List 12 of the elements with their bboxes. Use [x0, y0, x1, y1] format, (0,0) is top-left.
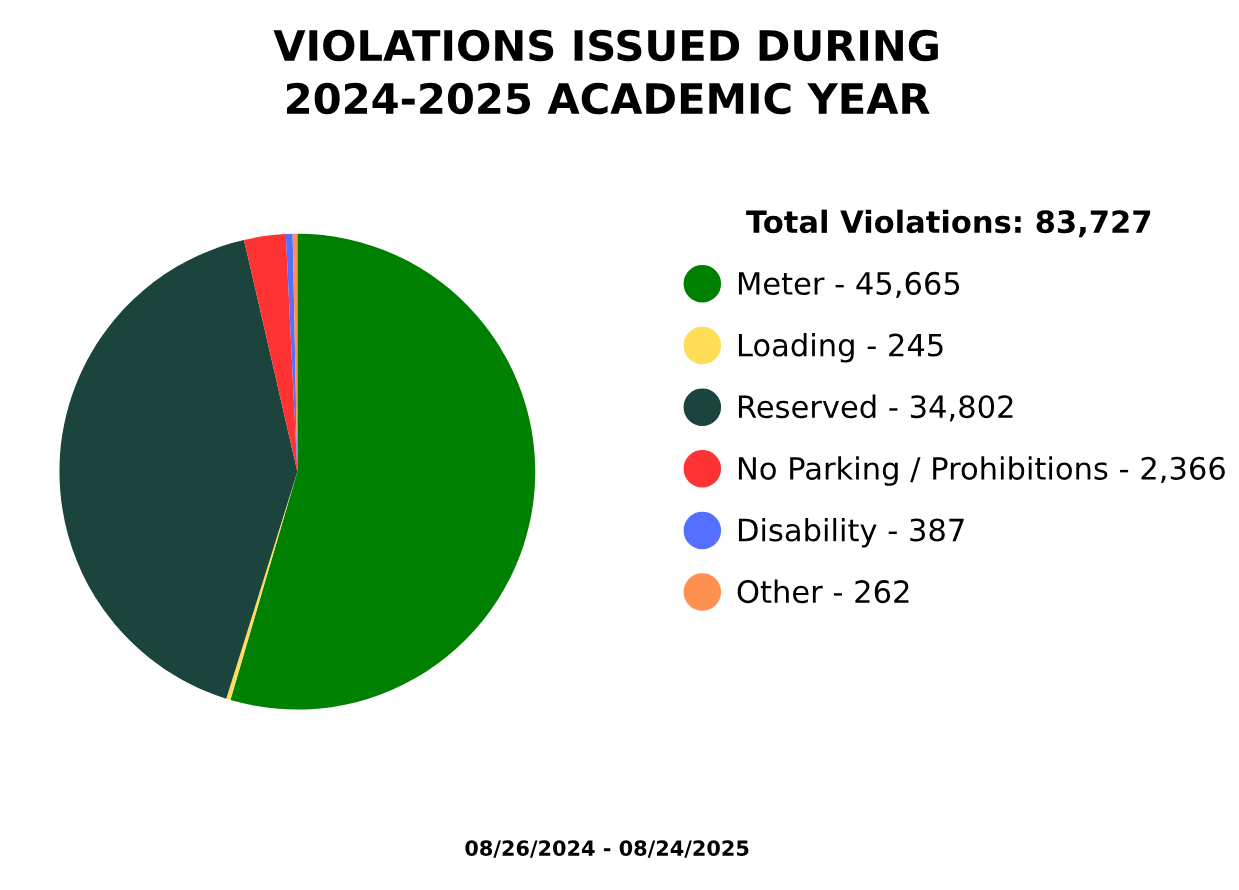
legend-label: Other - 262 [737, 579, 909, 604]
pie-slice [226, 471, 298, 700]
chart-title: VIOLATIONS ISSUED DURING 2024-2025 ACADEMIC YEAR [273, 29, 938, 115]
legend-label: Reserved - 34,802 [738, 394, 1013, 422]
legend-title: Total Violations: 83,727 [746, 209, 1151, 238]
pie-slice [230, 233, 536, 710]
legend-label: Meter - 45,665 [738, 271, 960, 299]
legend-label: Loading - 245 [738, 332, 943, 363]
legend-label: Disability - 387 [738, 517, 964, 548]
legend-label: No Parking / Prohibitions - 2,366 [738, 456, 1225, 486]
text: 08/26/2024 - 08/24/2025 [465, 840, 749, 858]
pie-slice [59, 239, 298, 699]
